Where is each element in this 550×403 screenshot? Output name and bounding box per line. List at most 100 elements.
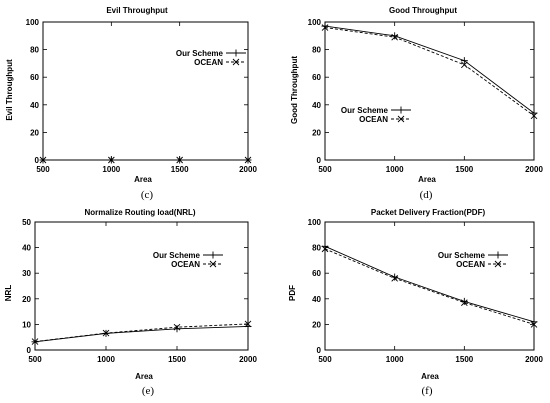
y-tick-label: 80 [312,46,321,55]
series-line-our-scheme [34,325,249,343]
x-axis-label: Area [135,372,153,381]
y-tick-label: 20 [22,295,31,304]
x-tick-label: 1000 [386,165,404,174]
x-tick-label: 2000 [525,165,543,174]
data-point-ocean [244,156,252,164]
plot-frame [324,21,535,161]
x-tick-label: 1000 [97,355,115,364]
legend-label: Our Scheme [438,251,486,260]
marker-stroke [176,156,183,164]
marker-stroke [321,245,329,253]
legend-label: OCEAN [456,260,485,269]
x-tick-label: 2000 [239,355,257,364]
x-tick-label: 1500 [455,165,473,174]
marker-stroke [39,156,47,164]
marker-stroke [391,275,398,282]
series-line-ocean [34,323,249,343]
series-line-our-scheme [324,245,535,323]
data-point-our-scheme [321,22,329,30]
x-tick-label: 1500 [455,355,473,364]
panel-caption: (e) [142,385,155,397]
legend-label: Our Scheme [341,106,389,115]
x-tick-label: 1000 [386,355,404,364]
chart-title: Normalize Routing load(NRL) [84,208,195,217]
marker-stroke [102,329,110,337]
legend-marker-plus [397,106,405,114]
y-axis-label: Evil Throughput [5,59,14,121]
data-point-ocean [391,33,398,41]
y-tick-label: 80 [312,244,321,253]
marker-stroke [530,112,538,120]
y-tick-label: 100 [308,218,322,227]
plot-frame [34,221,249,351]
data-point-ocean [321,24,329,31]
y-tick-label: 30 [22,269,31,278]
legend-label: Our Scheme [176,49,224,58]
chart-title: Packet Delivery Fraction(PDF) [371,208,486,217]
legend-marker-plus [494,251,502,259]
data-point-ocean [31,338,39,345]
series-line-ocean [324,27,535,117]
marker-stroke [391,33,398,41]
legend-marker-plus [232,49,240,57]
y-tick-label: 80 [30,46,39,55]
panel-caption: (f) [422,385,433,397]
data-point-ocean [461,61,468,69]
marker-stroke [530,321,538,328]
x-tick-label: 2000 [239,165,257,174]
legend-label: OCEAN [194,58,223,67]
y-tick-label: 100 [26,18,40,27]
data-point-ocean [321,245,329,253]
y-axis-label: PDF [288,285,297,301]
x-tick-label: 500 [28,355,42,364]
chart-panel-e: Normalize Routing load(NRL) NRL Area (e)… [4,208,257,397]
data-point-ocean [461,299,468,306]
data-point-ocean [102,329,110,337]
x-tick-label: 1500 [171,165,189,174]
legend-marker-x [494,260,502,268]
x-tick-label: 1500 [168,355,186,364]
y-tick-label: 60 [312,269,321,278]
data-point-ocean [108,156,115,164]
y-tick-label: 0 [35,156,40,165]
y-axis-label: Good Throughput [290,56,299,124]
marker-stroke [494,260,502,268]
y-tick-label: 0 [317,156,322,165]
data-point-our-scheme [173,325,181,333]
y-tick-label: 0 [27,346,32,355]
legend-marker-x [397,115,405,123]
data-point-our-scheme [391,32,399,40]
marker-stroke [232,58,240,66]
series-line-ocean [324,248,535,325]
marker-stroke [321,24,329,31]
y-tick-label: 10 [22,320,31,329]
x-tick-label: 500 [318,165,332,174]
y-tick-label: 20 [312,128,321,137]
y-tick-label: 50 [22,218,31,227]
y-tick-label: 40 [22,244,31,253]
marker-stroke [31,338,39,345]
marker-stroke [397,115,405,123]
plot-frame [42,21,249,161]
legend-label: OCEAN [359,115,388,124]
legend-marker-x [232,58,240,66]
legend-marker-plus [209,251,217,259]
x-tick-label: 500 [318,355,332,364]
chart-title: Evil Throughput [106,6,168,15]
y-tick-label: 40 [312,101,321,110]
chart-panel-c: Evil Throughput Evil Throughput Area (c)… [5,6,257,201]
y-axis-label: NRL [4,285,13,302]
y-tick-label: 60 [30,73,39,82]
y-tick-label: 20 [312,320,321,329]
marker-stroke [108,156,115,164]
marker-stroke [461,61,468,69]
legend-label: Our Scheme [153,251,201,260]
panel-caption: (d) [420,189,433,201]
marker-stroke [461,299,468,306]
legend-label: OCEAN [171,260,200,269]
x-tick-label: 1000 [102,165,120,174]
chart-title: Good Throughput [389,6,457,15]
data-point-ocean [530,112,538,120]
chart-panel-f: Packet Delivery Fraction(PDF) PDF Area (… [288,208,543,397]
y-tick-label: 0 [317,346,322,355]
